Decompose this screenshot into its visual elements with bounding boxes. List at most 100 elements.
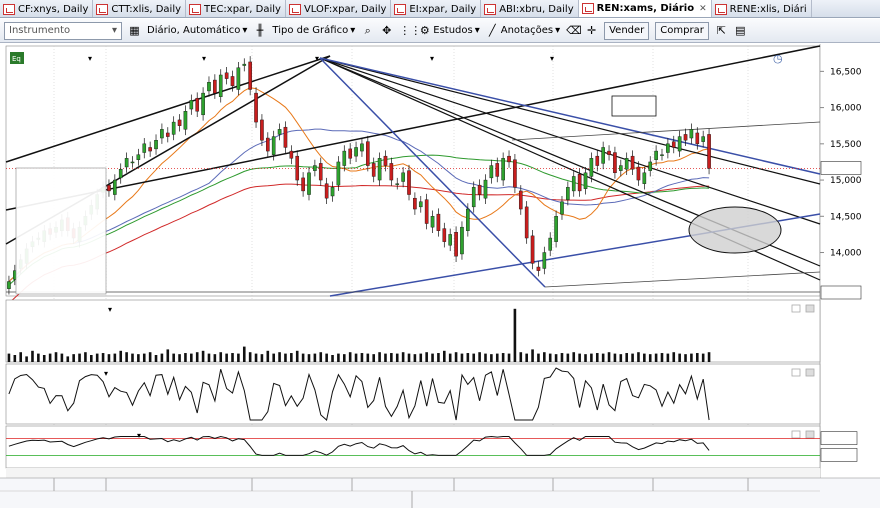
tab-4[interactable]: EI:xpar, Daily [391,0,482,17]
interval-dropdown[interactable]: Diário, Automático ▾ [147,25,248,36]
trendline [5,55,331,163]
legend-menu-icon: ▾ [202,54,206,63]
volume-bar [443,350,446,362]
volume-bar [190,353,193,362]
candle-body [566,187,570,200]
candle-body [413,197,417,210]
volume-bar [60,353,64,362]
volume-bar [54,352,58,362]
candle-body [495,163,500,177]
candle-body [377,158,382,181]
candle-body [518,190,523,210]
volume-bar [284,353,287,362]
zoom-icon[interactable]: ⌕ [364,23,371,37]
candle-body [260,119,264,141]
price-tick-label: 14,500 [830,212,862,222]
candle-body [136,154,141,160]
volume-bar [413,354,417,362]
export-icon[interactable]: ⇱ [716,24,726,37]
volume-bar [301,353,305,362]
candle-body [383,155,388,166]
layout-icon[interactable]: ▤ [735,24,746,37]
candle-body [636,166,641,181]
tab-7[interactable]: RENE:xlis, Diári [712,0,812,17]
tab-6[interactable]: REN:xams, Diário ✕ [578,0,712,17]
legend-menu-icon: ▾ [550,54,554,63]
candle-body [242,63,247,66]
volume-bar [201,350,205,362]
tab-1[interactable]: CTT:xlis, Daily [93,0,187,17]
search-icon[interactable]: ▾ [111,25,117,36]
candle-body [318,163,323,181]
candle-body [271,136,276,155]
candle-body [177,119,182,126]
candle-body [371,163,376,177]
tab-2[interactable]: TEC:xpar, Daily [186,0,286,17]
sma50-line [8,128,710,282]
tab-label: VLOF:xpar, Daily [303,3,387,15]
candle-body [277,129,282,135]
candle-body [248,61,252,90]
studies-icon: ⚙ [419,24,430,37]
candle-body [601,147,605,164]
candle-body [154,140,158,150]
volume-bar [648,354,652,362]
candle-body [224,72,229,79]
buy-button[interactable]: Comprar [655,21,709,40]
chart-tab-icon [394,3,407,15]
volume-bar [419,353,423,362]
volume-bar [242,346,246,362]
trendline-blue [319,57,546,288]
volume-bar [178,354,181,362]
candle-body [630,155,635,170]
studies-dropdown[interactable]: ⚙ Estudos ▾ [419,24,480,37]
volume-menu-icon: ▾ [108,305,112,314]
volume-bar [13,355,17,362]
volume-bar [695,353,699,362]
legend-menu-icon: ▾ [88,54,92,63]
volume-bar [460,353,464,362]
candle-body [142,143,147,153]
volume-bar [378,352,381,362]
calendar-icon[interactable]: ▦ [129,24,140,37]
candle-body [307,172,311,195]
volume-bar [166,349,170,362]
volume-bar [272,353,275,362]
candle-body [507,155,511,163]
grid-icon[interactable]: ⋮⋮ [399,24,422,37]
volume-bar [248,352,252,362]
candle-body [348,148,352,159]
volume-bar [566,353,570,362]
volume-bar [425,352,428,362]
volume-bar [531,349,534,362]
rsi-restore-icon [791,430,801,439]
tab-0[interactable]: CF:xnys, Daily [0,0,94,17]
annotations-dropdown[interactable]: ╱ Anotações ▾ [486,24,560,37]
volume-bar [384,353,387,362]
tab-5[interactable]: ABI:xbru, Daily [481,0,579,17]
pencil-icon: ╱ [488,24,496,37]
candle-body [513,159,517,188]
eraser-icon[interactable]: ⌫ [566,24,582,37]
volume-bar [319,352,323,362]
volume-bar [360,353,364,362]
volume-bar [466,353,470,362]
candle-body [183,111,188,130]
pan-icon[interactable]: ✥ [382,24,392,37]
sell-button[interactable]: Vender [604,21,650,40]
tab-3[interactable]: VLOF:xpar, Daily [286,0,392,17]
price-tick-label: 15,500 [830,140,862,150]
chart-type-dropdown[interactable]: Tipo de Gráfico ▾ [272,25,356,36]
volume-bar [290,353,293,362]
close-tab-icon[interactable]: ✕ [699,3,707,14]
candle-body [107,184,111,192]
candle-body [471,187,476,208]
mfi-restore-icon [791,368,801,377]
trendline [319,57,821,225]
candle-body [577,174,582,192]
symbol-input[interactable]: Instrumento ▾ [4,21,122,40]
candle-body [218,74,223,97]
crosshair-icon[interactable]: ✛ [587,24,597,37]
rsi-level-box [820,448,858,462]
chart-area[interactable]: 16,500 16,000 15,500 15,000 14,500 14,000 Eq ▾ ▾… [0,44,880,508]
